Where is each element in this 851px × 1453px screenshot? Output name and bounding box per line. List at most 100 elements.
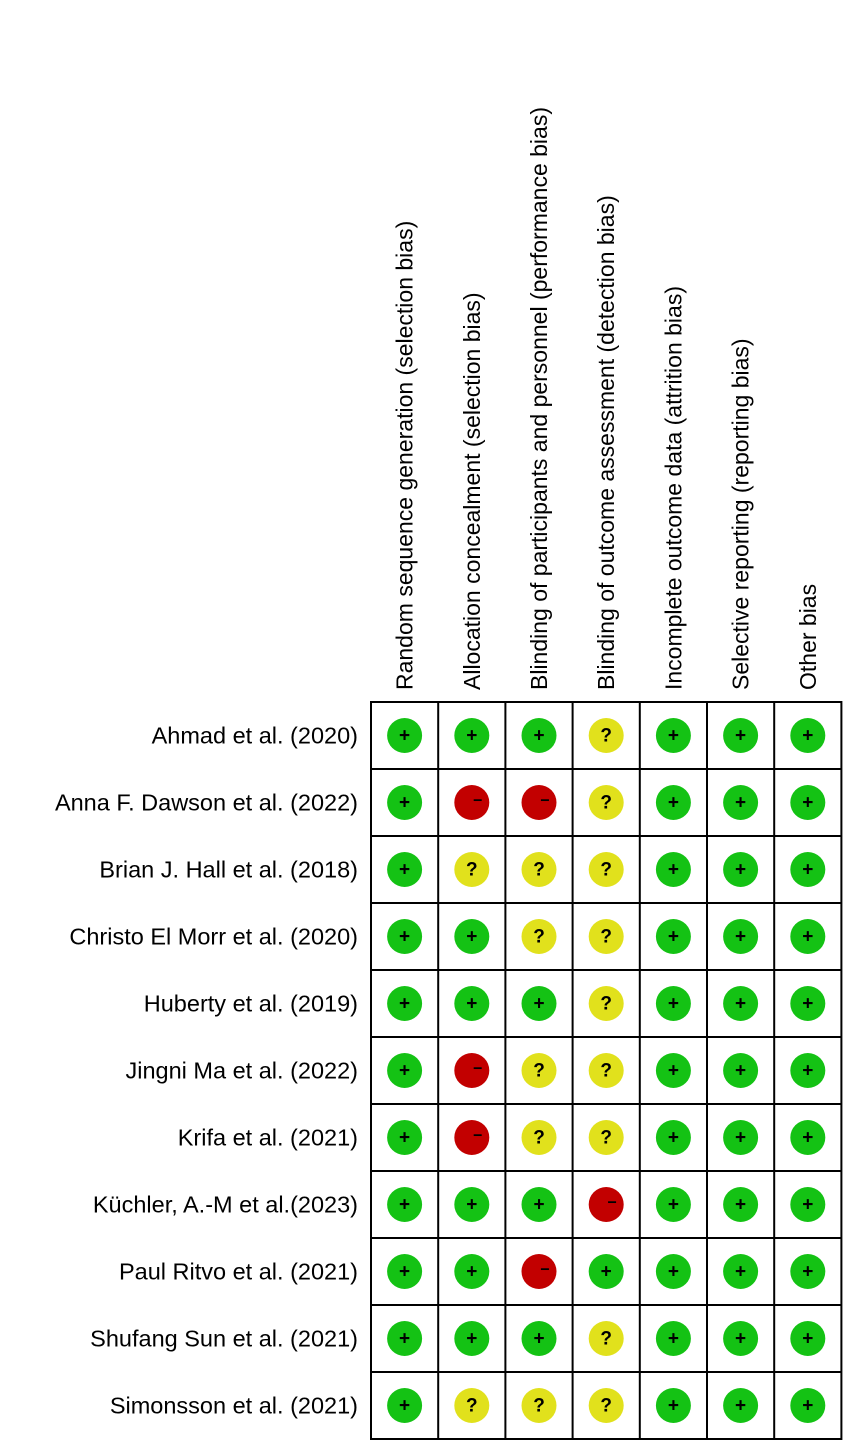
low-risk-circle	[723, 1321, 759, 1356]
low-risk-symbol: +	[533, 726, 544, 747]
low-risk-symbol: +	[802, 927, 813, 948]
judgement-low: +	[655, 1321, 691, 1356]
judgement-low: +	[454, 1321, 490, 1356]
low-risk-symbol: +	[601, 1262, 612, 1283]
column-label: Random sequence generation (selection bi…	[392, 221, 418, 690]
judgement-low: +	[655, 1254, 691, 1289]
study-label: Anna F. Dawson et al. (2022)	[55, 790, 358, 816]
low-risk-symbol: +	[399, 793, 410, 814]
judgement-low: +	[723, 1053, 759, 1088]
low-risk-symbol: +	[735, 994, 746, 1015]
study-label: Shufang Sun et al. (2021)	[90, 1326, 358, 1352]
high-risk-circle	[588, 1187, 624, 1222]
judgement-low: +	[790, 1053, 826, 1088]
low-risk-circle	[454, 718, 490, 753]
judgement-low: +	[655, 852, 691, 887]
low-risk-circle	[655, 718, 691, 753]
judgement-low: +	[790, 718, 826, 753]
low-risk-symbol: +	[802, 1396, 813, 1417]
low-risk-symbol: +	[735, 793, 746, 814]
low-risk-circle	[521, 1187, 557, 1222]
judgement-unclear: ?	[588, 1321, 624, 1356]
low-risk-circle	[454, 1254, 490, 1289]
column-label: Selective reporting (reporting bias)	[728, 338, 754, 690]
low-risk-circle	[790, 785, 826, 820]
judgement-cells: + + +? + + + + − −? + + + +??? + + + + +?? + + + + + +? + + + + −?? +…	[387, 718, 826, 1423]
unclear-risk-symbol: ?	[533, 1128, 545, 1149]
low-risk-circle	[387, 785, 423, 820]
judgement-low: +	[588, 1254, 624, 1289]
study-label: Christo El Morr et al. (2020)	[69, 924, 358, 950]
column-label: Blinding of participants and personnel (…	[526, 107, 552, 690]
low-risk-symbol: +	[399, 1262, 410, 1283]
unclear-risk-symbol: ?	[600, 1128, 612, 1149]
low-risk-circle	[521, 1321, 557, 1356]
low-risk-symbol: +	[399, 860, 410, 881]
judgement-low: +	[387, 852, 423, 887]
column-labels: Random sequence generation (selection bi…	[392, 107, 821, 690]
low-risk-circle	[723, 1053, 759, 1088]
judgement-low: +	[387, 1388, 423, 1423]
judgement-unclear: ?	[588, 919, 624, 954]
low-risk-circle	[387, 1053, 423, 1088]
judgement-unclear: ?	[588, 1053, 624, 1088]
low-risk-circle	[454, 1321, 490, 1356]
grid-border	[370, 701, 843, 1440]
judgement-low: +	[723, 718, 759, 753]
judgement-unclear: ?	[521, 919, 557, 954]
column-label: Incomplete outcome data (attrition bias)	[660, 286, 686, 690]
study-label: Brian J. Hall et al. (2018)	[99, 857, 358, 883]
unclear-risk-symbol: ?	[600, 1396, 612, 1417]
judgement-low: +	[723, 986, 759, 1021]
judgement-unclear: ?	[521, 1120, 557, 1155]
high-risk-symbol: −	[473, 793, 482, 810]
row-labels: Ahmad et al. (2020) Anna F. Dawson et al.…	[55, 723, 358, 1419]
low-risk-circle	[387, 852, 423, 887]
unclear-risk-symbol: ?	[533, 927, 545, 948]
low-risk-circle	[387, 1388, 423, 1423]
judgement-low: +	[790, 1120, 826, 1155]
judgement-low: +	[387, 1053, 423, 1088]
low-risk-circle	[454, 1187, 490, 1222]
unclear-risk-circle	[588, 1321, 624, 1356]
judgement-low: +	[387, 785, 423, 820]
low-risk-circle	[790, 919, 826, 954]
column-label: Allocation concealment (selection bias)	[459, 292, 485, 690]
low-risk-symbol: +	[735, 1061, 746, 1082]
judgement-low: +	[655, 1388, 691, 1423]
low-risk-circle	[655, 919, 691, 954]
low-risk-circle	[387, 718, 423, 753]
low-risk-circle	[655, 1254, 691, 1289]
judgement-low: +	[655, 718, 691, 753]
low-risk-symbol: +	[399, 1329, 410, 1350]
judgement-low: +	[723, 1388, 759, 1423]
judgement-low: +	[454, 919, 490, 954]
low-risk-circle	[655, 1053, 691, 1088]
unclear-risk-circle	[588, 986, 624, 1021]
low-risk-circle	[790, 718, 826, 753]
judgement-high: −	[588, 1187, 624, 1222]
judgement-low: +	[655, 1053, 691, 1088]
judgement-low: +	[790, 1388, 826, 1423]
low-risk-symbol: +	[399, 1128, 410, 1149]
judgement-unclear: ?	[588, 852, 624, 887]
low-risk-symbol: +	[802, 1262, 813, 1283]
low-risk-circle	[387, 1120, 423, 1155]
unclear-risk-circle	[454, 1388, 490, 1423]
judgement-low: +	[723, 1120, 759, 1155]
low-risk-circle	[655, 986, 691, 1021]
low-risk-symbol: +	[533, 994, 544, 1015]
low-risk-symbol: +	[466, 927, 477, 948]
low-risk-symbol: +	[735, 1396, 746, 1417]
unclear-risk-circle	[521, 1388, 557, 1423]
low-risk-symbol: +	[399, 927, 410, 948]
judgement-low: +	[655, 919, 691, 954]
judgement-low: +	[790, 919, 826, 954]
judgement-high: −	[454, 785, 490, 820]
low-risk-symbol: +	[399, 1195, 410, 1216]
judgement-unclear: ?	[588, 1120, 624, 1155]
judgement-high: −	[454, 1120, 490, 1155]
high-risk-circle	[521, 785, 557, 820]
unclear-risk-symbol: ?	[533, 860, 545, 881]
